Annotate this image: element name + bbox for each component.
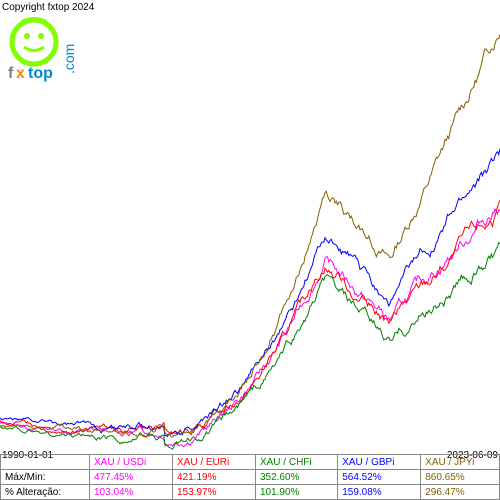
cell: 477.45% bbox=[90, 470, 173, 485]
line-chart bbox=[0, 0, 500, 450]
cell: 352.60% bbox=[255, 470, 337, 485]
col-header: XAU / USDi bbox=[90, 455, 173, 470]
header-empty bbox=[1, 455, 90, 470]
cell: 296.47% bbox=[421, 485, 500, 500]
series-line bbox=[0, 242, 500, 449]
series-line bbox=[0, 149, 500, 437]
cell: 159.08% bbox=[338, 485, 421, 500]
table-row: XAU / USDi XAU / EURi XAU / CHFi XAU / G… bbox=[1, 455, 500, 470]
row-label: Máx/Min: bbox=[1, 470, 90, 485]
series-line bbox=[0, 209, 500, 447]
col-header: XAU / CHFi bbox=[255, 455, 337, 470]
cell: 103.04% bbox=[90, 485, 173, 500]
cell: 153.97% bbox=[172, 485, 255, 500]
col-header: XAU / GBPi bbox=[338, 455, 421, 470]
cell: 860.65% bbox=[421, 470, 500, 485]
table-row: % Alteração: 103.04% 153.97% 101.90% 159… bbox=[1, 485, 500, 500]
cell: 421.19% bbox=[172, 470, 255, 485]
row-label: % Alteração: bbox=[1, 485, 90, 500]
col-header: XAU / JPYi bbox=[421, 455, 500, 470]
summary-table: XAU / USDi XAU / EURi XAU / CHFi XAU / G… bbox=[0, 454, 500, 500]
table-row: Máx/Min: 477.45% 421.19% 352.60% 564.52%… bbox=[1, 470, 500, 485]
col-header: XAU / EURi bbox=[172, 455, 255, 470]
cell: 101.90% bbox=[255, 485, 337, 500]
cell: 564.52% bbox=[338, 470, 421, 485]
series-line bbox=[0, 34, 500, 437]
